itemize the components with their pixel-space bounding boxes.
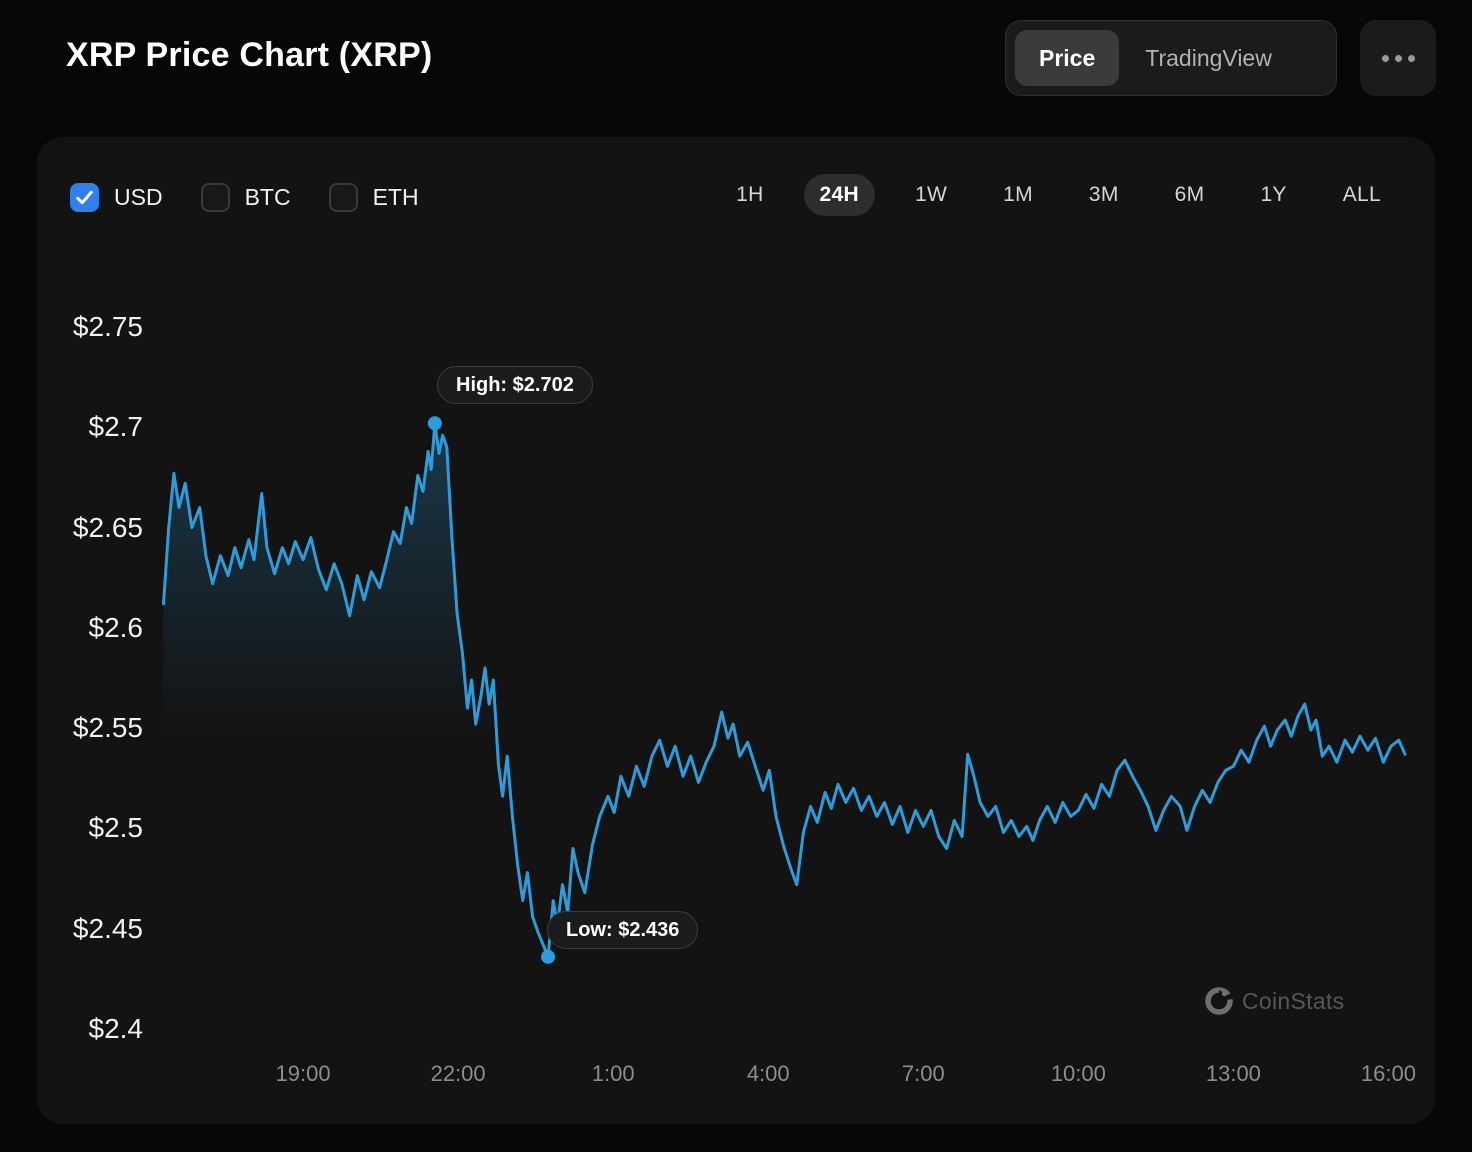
x-axis-label: 10:00 <box>1050 1061 1106 1086</box>
currency-selector: USD BTC ETH <box>70 183 419 212</box>
range-6m[interactable]: 6M <box>1159 174 1221 216</box>
y-axis-label: $2.5 <box>88 812 144 844</box>
x-axis-label: 4:00 <box>746 1061 790 1086</box>
watermark: CoinStats <box>1205 987 1344 1015</box>
tradingview-view-button[interactable]: TradingView <box>1121 30 1296 86</box>
currency-eth[interactable]: ETH <box>328 183 419 212</box>
y-axis-label: $2.75 <box>72 311 143 342</box>
high-annotation: High: $2.702 <box>437 366 593 404</box>
x-axis-label: 22:00 <box>430 1061 486 1086</box>
watermark-label: CoinStats <box>1242 987 1345 1014</box>
x-axis-label: 19:00 <box>275 1061 331 1086</box>
low-point-marker <box>541 949 556 964</box>
currency-label-eth: ETH <box>372 184 419 210</box>
range-1m[interactable]: 1M <box>987 174 1049 216</box>
eth-checkbox[interactable] <box>328 183 358 212</box>
range-3m[interactable]: 3M <box>1073 174 1135 216</box>
y-axis-label: $2.65 <box>72 511 143 543</box>
x-axis-label: 7:00 <box>901 1061 945 1086</box>
currency-btc[interactable]: BTC <box>200 183 291 212</box>
y-axis-label: $2.45 <box>72 912 143 944</box>
x-axis-label: 16:00 <box>1360 1061 1416 1086</box>
range-1y[interactable]: 1Y <box>1244 174 1302 216</box>
btc-checkbox[interactable] <box>200 183 230 212</box>
usd-checkbox[interactable] <box>70 183 99 212</box>
currency-label-usd: USD <box>114 184 163 210</box>
price-line <box>162 421 1407 959</box>
range-1h[interactable]: 1H <box>720 174 779 216</box>
chart-card: USD BTC ETH 1H <box>37 137 1435 1124</box>
area-fill <box>163 423 1405 1029</box>
range-all[interactable]: ALL <box>1327 174 1397 216</box>
y-axis-label: $2.55 <box>72 712 143 744</box>
ellipsis-icon <box>1381 54 1389 62</box>
price-line-chart <box>162 416 1407 1029</box>
price-view-button[interactable]: Price <box>1015 30 1120 86</box>
currency-usd[interactable]: USD <box>70 183 163 212</box>
currency-label-btc: BTC <box>244 184 291 210</box>
check-icon <box>76 190 93 205</box>
page-title: XRP Price Chart (XRP) <box>66 36 433 74</box>
range-1w[interactable]: 1W <box>899 174 963 216</box>
high-point-marker <box>427 416 442 431</box>
more-options-button[interactable] <box>1360 20 1436 96</box>
time-range-selector: 1H 24H 1W 1M 3M 6M 1Y ALL <box>720 173 1397 217</box>
coinstats-logo-icon <box>1205 987 1233 1015</box>
x-axis-label: 1:00 <box>591 1061 635 1086</box>
low-annotation: Low: $2.436 <box>547 911 699 949</box>
chart-view-toggle: Price TradingView <box>1005 20 1337 96</box>
y-axis-label: $2.4 <box>88 1013 144 1044</box>
y-axis-label: $2.6 <box>88 611 144 643</box>
range-24h[interactable]: 24H <box>803 174 875 216</box>
y-axis-label: $2.7 <box>88 411 144 443</box>
x-axis-label: 13:00 <box>1205 1061 1261 1086</box>
